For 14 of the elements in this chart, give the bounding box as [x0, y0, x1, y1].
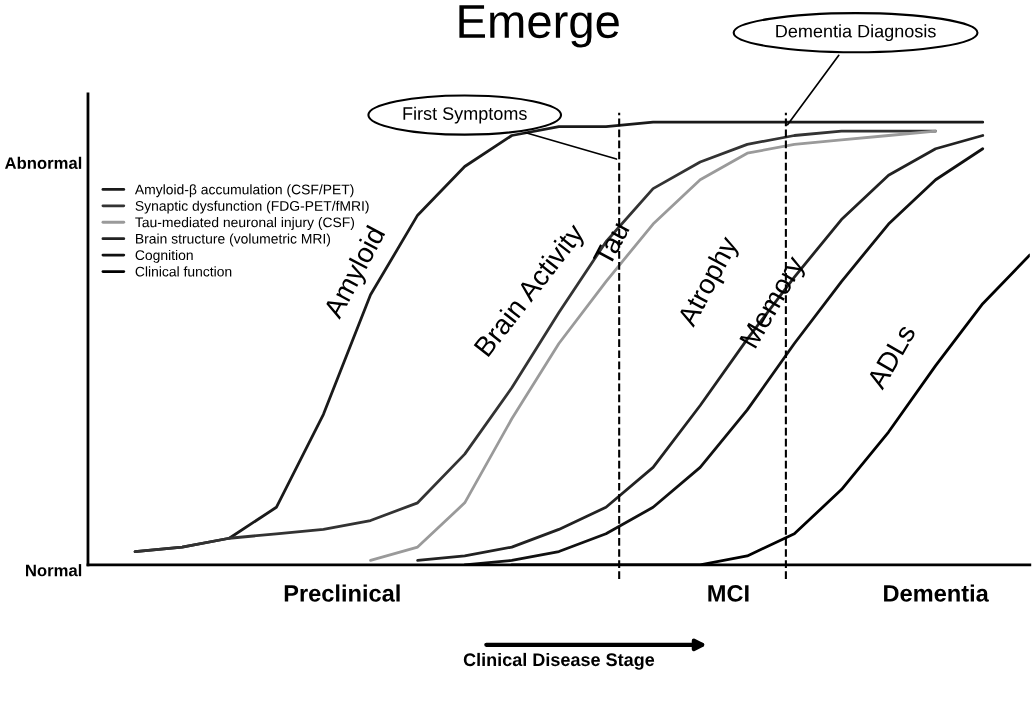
legend-label: Cognition: [135, 249, 193, 263]
text: Preclinical: [284, 584, 400, 602]
text: Clinical Disease Stage: [463, 652, 655, 670]
chart-title: Emerge: [459, 5, 619, 48]
text: Dementia: [884, 584, 989, 602]
text: Abnormal: [4, 156, 82, 170]
annotation: Tau: [592, 220, 630, 268]
legend-label: Synaptic dysfunction (FDG-PET/fMRI): [135, 200, 369, 214]
text: Dementia Diagnosis: [776, 24, 936, 42]
legend-label: Amyloid-β accumulation (CSF/PET): [134, 184, 354, 198]
legend-label: Clinical function: [135, 266, 232, 277]
text: Normal: [26, 564, 82, 577]
text: MCI: [708, 585, 749, 602]
annotation: First Symptoms: [403, 106, 527, 124]
